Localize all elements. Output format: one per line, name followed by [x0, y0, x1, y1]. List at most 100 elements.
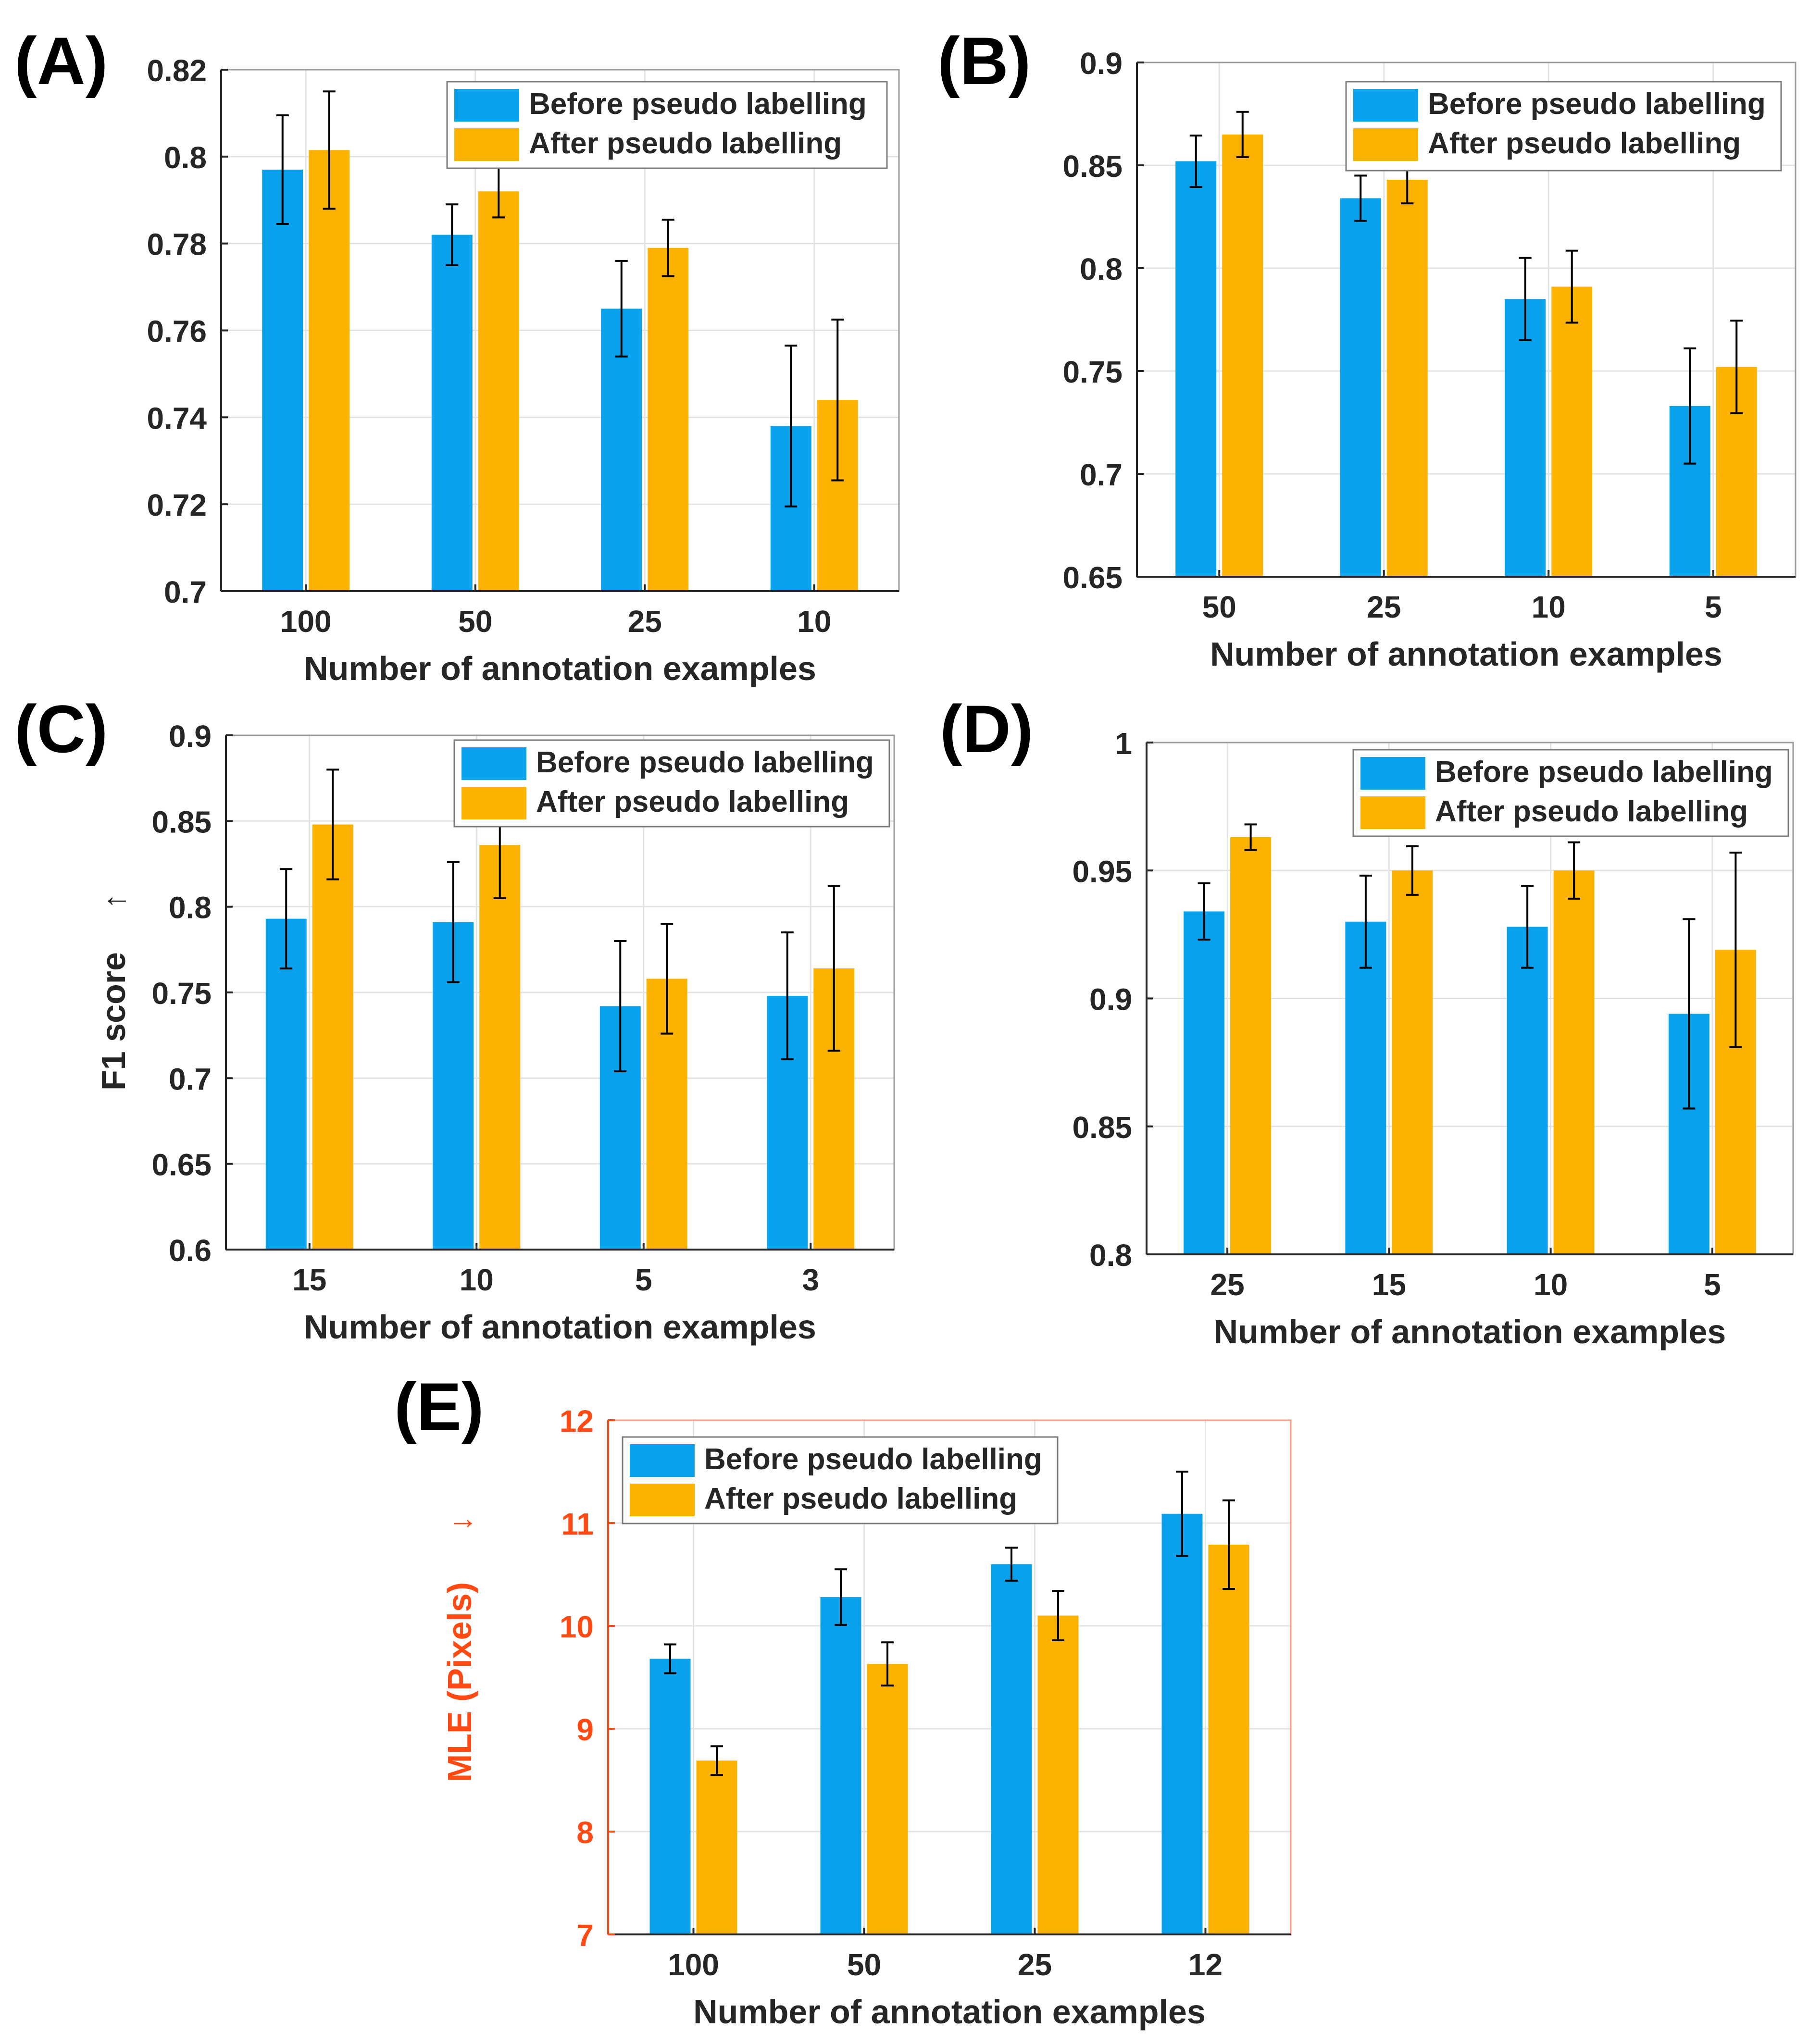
- x-tick-label: 10: [797, 604, 831, 639]
- bar-after-10: [1553, 870, 1595, 1254]
- bar-after-25: [1037, 1615, 1079, 1934]
- y-axis-title: F1 score: [95, 952, 132, 1090]
- x-tick-label: 15: [1372, 1267, 1406, 1302]
- y-tick-label: 0.9: [169, 719, 212, 754]
- x-tick-label: 5: [1704, 1267, 1721, 1302]
- panel-label: (C): [14, 691, 108, 767]
- bar-before-50: [431, 235, 473, 591]
- x-tick-label: 5: [635, 1263, 652, 1297]
- legend-label-after: After pseudo labelling: [704, 1482, 1017, 1515]
- panel-label: (E): [394, 1369, 484, 1444]
- y-tick-label: 0.75: [151, 976, 212, 1011]
- bar-before-10: [1505, 299, 1546, 577]
- x-tick-label: 15: [292, 1263, 326, 1297]
- bar-before-25: [991, 1564, 1032, 1934]
- bar-before-50: [1175, 161, 1217, 577]
- y-tick-label: 0.65: [1062, 560, 1123, 595]
- bar-before-100: [262, 169, 303, 591]
- y-tick-label: 0.74: [147, 401, 207, 435]
- chart-panel-e: 7 8 9 10 11 12 100 50 25 12 Number of annotation e…: [394, 1369, 1292, 2031]
- legend-label-before: Before pseudo labelling: [704, 1443, 1042, 1476]
- y-axis-arrow: ↑: [97, 893, 132, 909]
- x-tick-label: 50: [458, 604, 492, 639]
- x-tick-label: 25: [1210, 1267, 1245, 1302]
- bar-after-10: [1551, 286, 1593, 577]
- y-tick-label: 0.75: [1062, 355, 1123, 389]
- y-tick-label: 0.95: [1072, 854, 1132, 889]
- legend: Before pseudo labelling After pseudo labe…: [622, 1436, 1059, 1524]
- legend-swatch-after: [1353, 128, 1418, 161]
- y-tick-label: 7: [576, 1918, 594, 1953]
- y-axis-title: MLE (Pixels): [441, 1582, 478, 1782]
- bar-before-25: [1340, 198, 1381, 577]
- y-tick-label: 10: [560, 1610, 594, 1644]
- x-tick-label: 10: [1534, 1267, 1568, 1302]
- x-tick-label: 100: [280, 604, 332, 639]
- legend-label-after: After pseudo labelling: [1435, 795, 1748, 828]
- y-tick-label: 0.9: [1089, 982, 1132, 1017]
- legend-box: [622, 1436, 1059, 1524]
- legend-box: [1345, 81, 1782, 172]
- chart-panel-a: 0.7 0.72 0.74 0.76 0.78 0.8 0.82 100 50 25 10 Numbe…: [14, 23, 900, 687]
- bar-after-50: [478, 191, 519, 592]
- x-axis-title: Number of annotation examples: [304, 1308, 816, 1346]
- bar-before-12: [1161, 1513, 1203, 1934]
- x-tick-label: 10: [460, 1263, 494, 1297]
- y-tick-label: 0.82: [147, 53, 207, 88]
- legend-label-before: Before pseudo labelling: [529, 87, 867, 121]
- legend-swatch-before: [462, 747, 526, 780]
- x-tick-label: 5: [1705, 590, 1722, 624]
- y-tick-label: 0.8: [169, 891, 212, 925]
- x-tick-label: 3: [802, 1263, 819, 1297]
- bar-after-25: [648, 248, 689, 591]
- bar-after-10: [479, 845, 521, 1250]
- y-tick-label: 0.85: [151, 805, 212, 839]
- bar-after-100: [696, 1760, 737, 1934]
- legend-label-before: Before pseudo labelling: [1428, 87, 1766, 121]
- y-tick-label: 0.8: [164, 140, 207, 175]
- chart-panel-c: 0.6 0.65 0.7 0.75 0.8 0.85 0.9 15 10 5 3 Number of …: [14, 691, 895, 1346]
- x-tick-label: 12: [1188, 1947, 1223, 1982]
- legend: Before pseudo labelling After pseudo labe…: [453, 739, 890, 828]
- y-tick-label: 0.8: [1089, 1238, 1132, 1273]
- y-axis-arrow: ↓: [443, 1516, 478, 1531]
- chart-panel-d: 0.8 0.85 0.9 0.95 1 25 15 10 5 Number of annotati…: [940, 691, 1794, 1350]
- panel-label: (B): [937, 23, 1031, 99]
- bar-after-15: [312, 824, 353, 1250]
- legend-swatch-after: [630, 1484, 695, 1516]
- x-tick-label: 25: [1018, 1947, 1052, 1982]
- legend-label-after: After pseudo labelling: [536, 785, 849, 818]
- bar-after-25: [1230, 837, 1272, 1254]
- legend-box: [1352, 749, 1789, 837]
- bar-after-12: [1208, 1544, 1249, 1934]
- y-tick-label: 0.85: [1062, 149, 1123, 184]
- y-tick-label: 0.7: [169, 1062, 212, 1096]
- panel-label: (D): [940, 691, 1033, 767]
- y-tick-label: 0.85: [1072, 1110, 1132, 1145]
- x-tick-label: 10: [1532, 590, 1566, 624]
- bar-before-10: [1507, 927, 1548, 1254]
- legend-swatch-before: [1360, 757, 1425, 790]
- legend-swatch-after: [1360, 796, 1425, 829]
- chart-panel-b: 0.65 0.7 0.75 0.8 0.85 0.9 50 25 10 5 Number of an…: [937, 23, 1797, 673]
- y-tick-label: 0.78: [147, 227, 207, 262]
- y-tick-label: 11: [561, 1507, 594, 1541]
- bar-after-50: [1222, 134, 1263, 577]
- legend-box: [453, 739, 890, 828]
- x-tick-label: 100: [668, 1947, 719, 1982]
- legend-box: [446, 81, 888, 169]
- x-axis-title: Number of annotation examples: [693, 1993, 1206, 2031]
- y-tick-label: 0.7: [1080, 458, 1123, 492]
- bar-before-100: [649, 1659, 691, 1934]
- y-tick-label: 8: [576, 1815, 594, 1850]
- legend-label-after: After pseudo labelling: [529, 127, 842, 160]
- legend-label-before: Before pseudo labelling: [536, 746, 874, 779]
- y-tick-label: 0.6: [169, 1233, 212, 1268]
- bar-before-25: [1184, 911, 1225, 1254]
- x-tick-label: 25: [628, 604, 662, 639]
- legend: Before pseudo labelling After pseudo labe…: [1345, 81, 1782, 172]
- bar-after-50: [867, 1664, 908, 1934]
- x-tick-label: 25: [1367, 590, 1401, 624]
- x-tick-label: 50: [847, 1947, 881, 1982]
